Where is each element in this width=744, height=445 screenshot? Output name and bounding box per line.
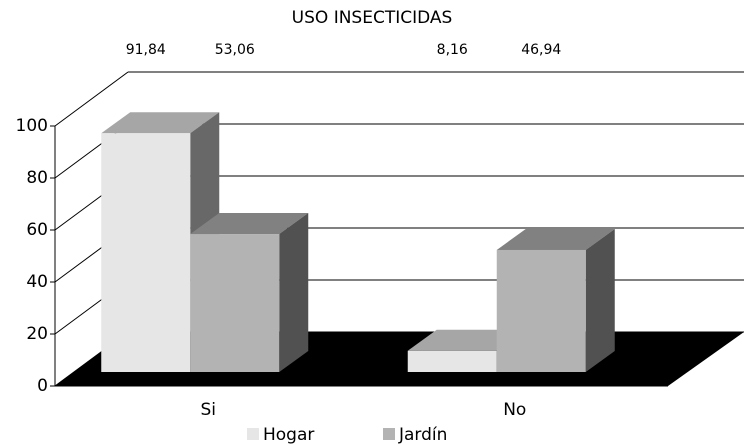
y-tick-label: 100 [16,116,48,136]
wall-grid-line [54,71,129,127]
chart-title: USO INSECTICIDAS [292,8,453,28]
y-tick-label: 40 [26,272,48,292]
bar-top [407,329,526,351]
y-tick-label: 60 [26,220,48,240]
y-tick-label: 80 [26,168,48,188]
bar-top [496,228,615,250]
bar [101,133,191,372]
legend-label: Hogar [263,425,314,445]
bar [407,350,497,372]
bar-top [101,112,220,134]
legend-label: Jardín [398,425,447,445]
bar-top [190,213,309,235]
x-tick-label: No [503,400,526,420]
bar [190,234,280,372]
bar-side [585,228,615,372]
y-tick-label: 0 [37,376,48,396]
bar-side [279,213,309,372]
value-label: 91,84 [126,42,166,58]
bar [496,249,586,372]
legend-swatch [247,428,259,440]
value-label: 46,94 [521,42,561,58]
value-label: 8,16 [437,42,468,58]
x-tick-label: Si [200,400,216,420]
value-label: 53,06 [215,42,255,58]
y-tick-label: 20 [26,324,48,344]
legend-swatch [383,428,395,440]
